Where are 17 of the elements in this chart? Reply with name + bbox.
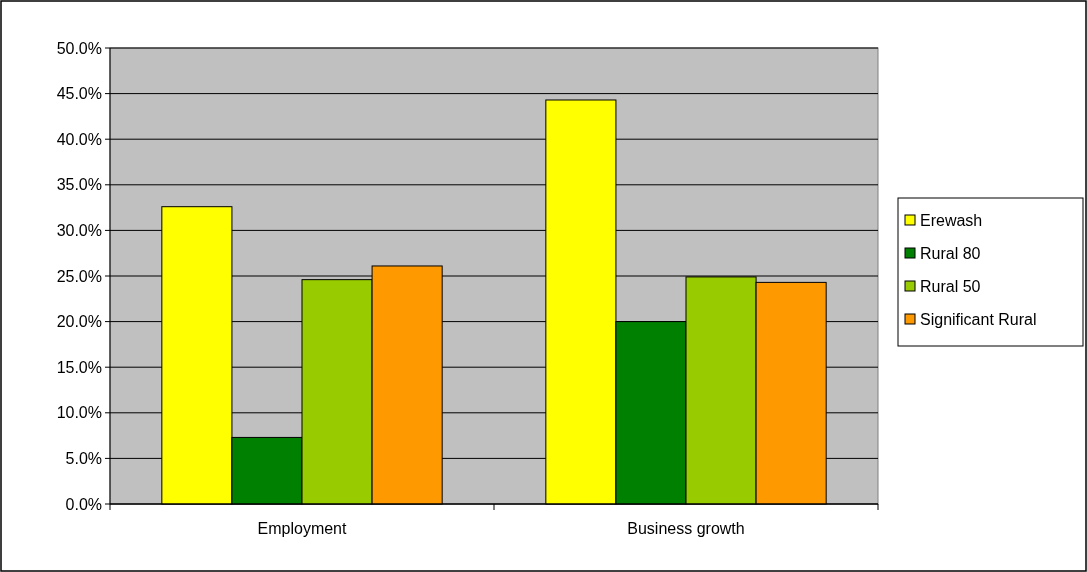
y-tick-label: 50.0% xyxy=(56,39,102,57)
y-tick-label: 30.0% xyxy=(56,222,102,239)
y-tick-label: 40.0% xyxy=(56,130,102,148)
y-tick-label: 5.0% xyxy=(65,450,102,467)
x-tick-label: Business growth xyxy=(627,520,745,537)
y-tick-label: 45.0% xyxy=(56,85,102,103)
legend-label: Rural 80 xyxy=(920,244,981,262)
y-tick-label: 20.0% xyxy=(56,313,102,331)
y-tick-label: 15.0% xyxy=(56,358,102,376)
legend-label: Rural 50 xyxy=(920,277,981,295)
legend-label: Significant Rural xyxy=(920,310,1037,328)
y-tick-label: 25.0% xyxy=(56,267,102,285)
y-tick-label: 35.0% xyxy=(56,176,102,194)
legend-label: Erewash xyxy=(920,211,983,229)
y-tick-label: 10.0% xyxy=(56,404,102,422)
y-tick-label: 0.0% xyxy=(65,495,102,513)
x-tick-label: Employment xyxy=(257,520,348,537)
